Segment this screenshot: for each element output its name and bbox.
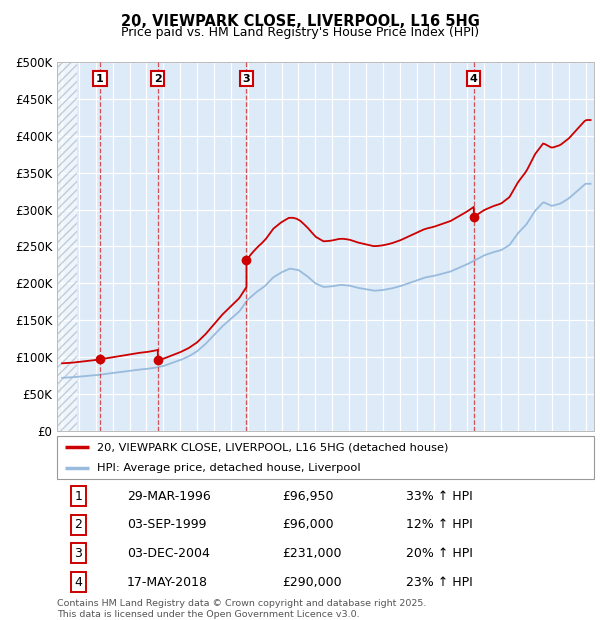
Text: 20, VIEWPARK CLOSE, LIVERPOOL, L16 5HG (detached house): 20, VIEWPARK CLOSE, LIVERPOOL, L16 5HG (… xyxy=(97,442,449,452)
Bar xyxy=(57,62,77,431)
Text: 23% ↑ HPI: 23% ↑ HPI xyxy=(406,575,473,588)
Text: £290,000: £290,000 xyxy=(283,575,342,588)
Text: 4: 4 xyxy=(74,575,82,588)
Text: HPI: Average price, detached house, Liverpool: HPI: Average price, detached house, Live… xyxy=(97,463,361,473)
Bar xyxy=(57,62,77,431)
Text: 3: 3 xyxy=(74,547,82,560)
Text: Price paid vs. HM Land Registry's House Price Index (HPI): Price paid vs. HM Land Registry's House … xyxy=(121,27,479,39)
Text: Contains HM Land Registry data © Crown copyright and database right 2025.
This d: Contains HM Land Registry data © Crown c… xyxy=(57,599,427,619)
Text: 3: 3 xyxy=(242,74,250,84)
Text: £96,950: £96,950 xyxy=(283,490,334,503)
Text: 03-SEP-1999: 03-SEP-1999 xyxy=(127,518,206,531)
Text: 03-DEC-2004: 03-DEC-2004 xyxy=(127,547,209,560)
Text: 33% ↑ HPI: 33% ↑ HPI xyxy=(406,490,473,503)
Text: 17-MAY-2018: 17-MAY-2018 xyxy=(127,575,208,588)
Text: 20, VIEWPARK CLOSE, LIVERPOOL, L16 5HG: 20, VIEWPARK CLOSE, LIVERPOOL, L16 5HG xyxy=(121,14,479,29)
Text: £231,000: £231,000 xyxy=(283,547,342,560)
FancyBboxPatch shape xyxy=(57,436,594,479)
Text: 4: 4 xyxy=(470,74,478,84)
Text: 29-MAR-1996: 29-MAR-1996 xyxy=(127,490,211,503)
Text: 12% ↑ HPI: 12% ↑ HPI xyxy=(406,518,473,531)
Text: 2: 2 xyxy=(74,518,82,531)
Text: 1: 1 xyxy=(74,490,82,503)
Text: 1: 1 xyxy=(96,74,104,84)
Text: 20% ↑ HPI: 20% ↑ HPI xyxy=(406,547,473,560)
Text: £96,000: £96,000 xyxy=(283,518,334,531)
Text: 2: 2 xyxy=(154,74,161,84)
